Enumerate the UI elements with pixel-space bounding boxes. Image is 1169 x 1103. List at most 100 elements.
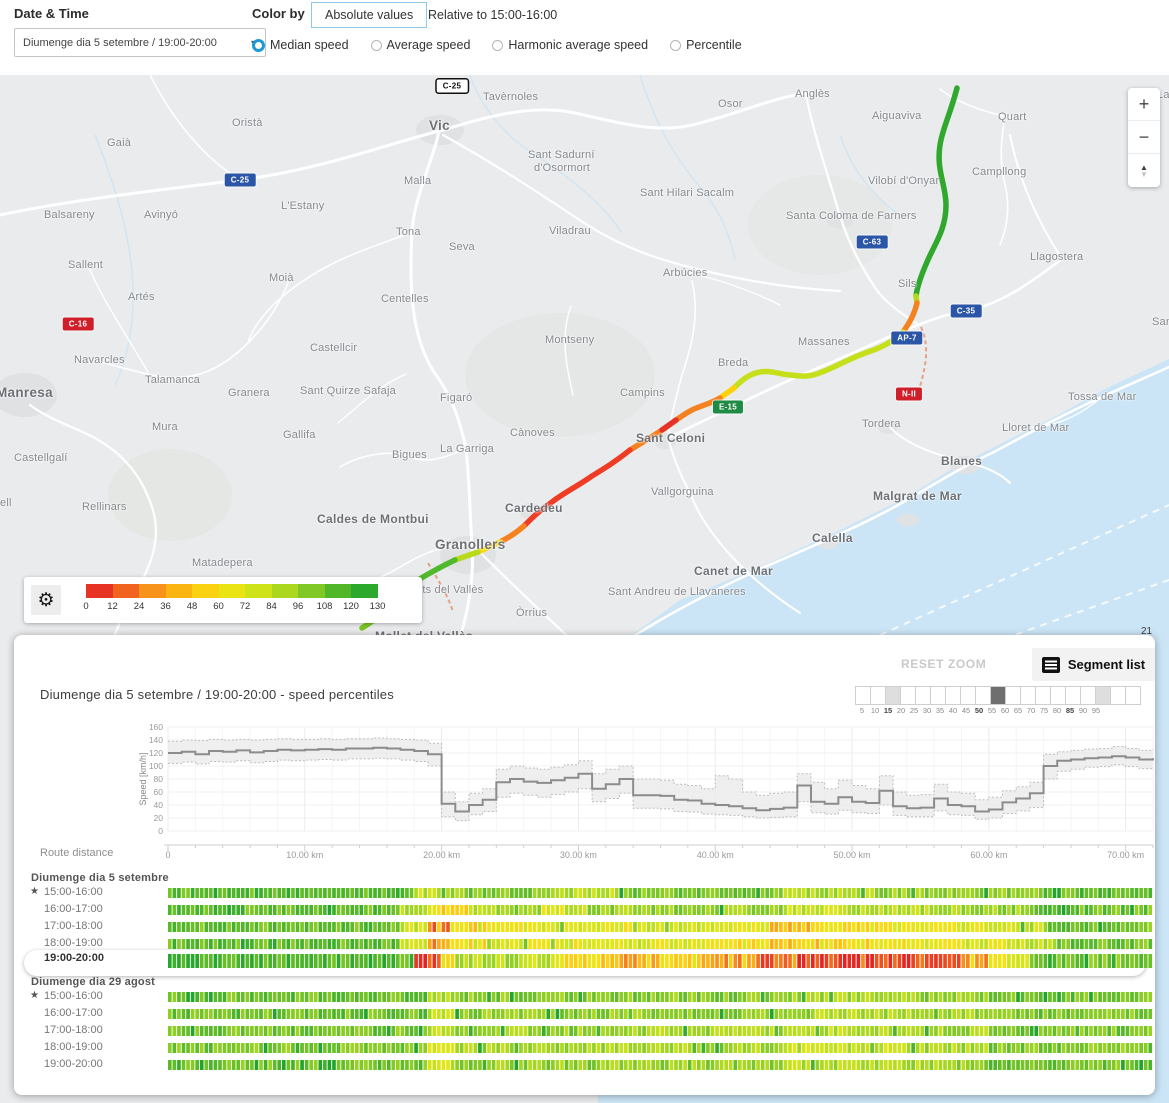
percentile-cell-70[interactable] [1050,686,1066,705]
svg-text:160: 160 [149,722,163,732]
heatmap-row-strip[interactable] [168,954,1153,968]
percentile-cell-75[interactable] [1065,686,1081,705]
legend-tick-labels: 0 12 24 36 48 60 72 84 96 108 120 130 [83,601,406,615]
heatmap-row-strip[interactable] [168,905,1153,915]
map-place-label: Anglès [795,88,830,100]
percentile-cell-40[interactable] [960,686,976,705]
percentile-cell-10[interactable] [870,686,886,705]
road-shield-e-15: E-15 [712,400,744,414]
zoom-in-button[interactable]: + [1128,88,1160,121]
map-place-label: Cànoves [510,427,555,439]
heatmap-row-label-Diumenge-dia-29-agost-18:00-19:00[interactable]: 18:00-19:00 [44,1041,103,1053]
heatmap-row-label-Diumenge-dia-5-setembre-17:00-18:00[interactable]: 17:00-18:00 [44,920,103,932]
legend-tick: 60 [213,601,224,612]
heatmap-row-strip[interactable] [168,1043,1153,1053]
percentile-label: 5 [859,706,865,715]
toolbar: Date & Time Diumenge dia 5 setembre / 19… [0,0,1169,75]
absolute-values-button[interactable]: Absolute values [311,2,428,28]
map-place-label: Tossa de Mar [1068,391,1137,403]
legend-tick: 0 [83,601,89,612]
map-place-label: La [1157,89,1169,101]
percentile-cell-60[interactable] [1020,686,1036,705]
percentile-cell-25[interactable] [915,686,931,705]
heatmap-row-label-Diumenge-dia-5-setembre-18:00-19:00[interactable]: 18:00-19:00 [44,937,103,949]
speed-percentiles-chart[interactable]: 0 20 40 60 80 100 120 140 160 0 10.00 km 20.00 km 30… [134,711,1155,867]
percentile-label: 95 [1091,706,1101,715]
relative-values-button[interactable]: Relative to 15:00-16:00 [428,8,558,22]
map-place-label: Talamanca [145,374,200,386]
segment-list-button[interactable]: Segment list [1032,648,1155,681]
legend-settings-button[interactable]: ⚙ [31,585,61,615]
heatmap-row-strip[interactable] [168,939,1153,949]
legend-color-block [351,584,378,598]
map-place-label: Granera [228,387,270,399]
radio-icon [370,39,382,51]
map-place-label: Sant Hilari Sacalm [640,187,735,199]
radio-icon [252,38,265,52]
percentile-cell-15[interactable] [885,686,901,705]
percentile-cell-30[interactable] [930,686,946,705]
map-place-label: Cardedeu [505,501,563,515]
svg-text:140: 140 [149,735,163,745]
percentile-label: 80 [1052,706,1062,715]
heatmap-row-strip[interactable] [168,1009,1153,1019]
heatmap-row-label-Diumenge-dia-29-agost-17:00-18:00[interactable]: 17:00-18:00 [44,1024,103,1036]
heatmap-row-label-Diumenge-dia-5-setembre-19:00-20:00[interactable]: 19:00-20:00 [44,952,104,964]
map-place-label: Seva [449,241,475,253]
map-place-label: Centelles [381,293,429,305]
svg-text:20.00 km: 20.00 km [423,850,460,860]
metric-radio-median-speed[interactable]: Median speed [252,38,349,52]
percentile-cell-65[interactable] [1035,686,1051,705]
segment-list-label: Segment list [1067,657,1146,672]
map-tilt-button[interactable]: ▲ ▼ [1128,154,1160,187]
heatmap-row-label-Diumenge-dia-29-agost-19:00-20:00[interactable]: 19:00-20:00 [44,1058,103,1070]
date-time-select[interactable]: Diumenge dia 5 setembre / 19:00-20:00 ▾ [14,28,266,57]
heatmap-row-label-Diumenge-dia-29-agost-15:00-16:00[interactable]: 15:00-16:00 [44,990,103,1002]
metric-radio-average-speed[interactable]: Average speed [370,38,470,52]
legend-tick: 84 [266,601,277,612]
legend-tick: 120 [343,601,359,612]
legend-color-block [271,584,298,598]
metric-radio-harmonic-average-speed[interactable]: Harmonic average speed [492,38,648,52]
construction-road-lines [427,326,928,613]
metric-radio-percentile[interactable]: Percentile [670,38,742,52]
map-place-label: ets del Vallès [416,584,484,596]
map-place-label: Òrrius [516,607,548,619]
map-place-label: Santa Coloma de Farners [786,210,917,222]
route-distance-label: Route distance [40,847,114,859]
heatmap-row-strip[interactable] [168,1060,1153,1070]
heatmap-row-strip[interactable] [168,888,1153,898]
percentile-label: 90 [1078,706,1088,715]
percentile-cell-50[interactable] [990,686,1006,705]
map-place-label: Aiguaviva [872,110,922,122]
map-place-label: Lloret de Mar [1002,422,1070,434]
svg-text:0: 0 [165,850,170,860]
map-place-label: Sant Andreu de Llavaneres [608,586,746,598]
percentile-cell-95[interactable] [1125,686,1141,705]
heatmap-row-label-Diumenge-dia-29-agost-16:00-17:00[interactable]: 16:00-17:00 [44,1007,103,1019]
map-place-label: Llagostera [1030,251,1084,263]
heatmap-row-strip[interactable] [168,922,1153,932]
heatmap-group-header: Diumenge dia 5 setembre [31,872,169,884]
heatmap-row-strip[interactable] [168,992,1153,1002]
percentile-cell-55[interactable] [1005,686,1021,705]
radio-icon [492,39,504,51]
heatmap-row-strip[interactable] [168,1026,1153,1036]
map-place-label: Gaià [107,137,132,149]
percentile-cell-85[interactable] [1095,686,1111,705]
heatmap-row-label-Diumenge-dia-5-setembre-16:00-17:00[interactable]: 16:00-17:00 [44,903,103,915]
percentile-cell-5[interactable] [855,686,871,705]
legend-color-block [112,584,139,598]
map-place-label: Tordera [862,418,901,430]
reset-zoom-button[interactable]: RESET ZOOM [901,657,987,671]
zoom-out-button[interactable]: − [1128,121,1160,154]
percentile-cell-35[interactable] [945,686,961,705]
star-icon: ★ [30,886,39,897]
percentile-cell-90[interactable] [1110,686,1126,705]
map-place-label: Matadepera [192,557,253,569]
heatmap-row-label-Diumenge-dia-5-setembre-15:00-16:00[interactable]: 15:00-16:00 [44,886,103,898]
percentile-cell-45[interactable] [975,686,991,705]
map-place-label: Sant Quirze Safaja [300,385,396,397]
percentile-cell-20[interactable] [900,686,916,705]
percentile-cell-80[interactable] [1080,686,1096,705]
